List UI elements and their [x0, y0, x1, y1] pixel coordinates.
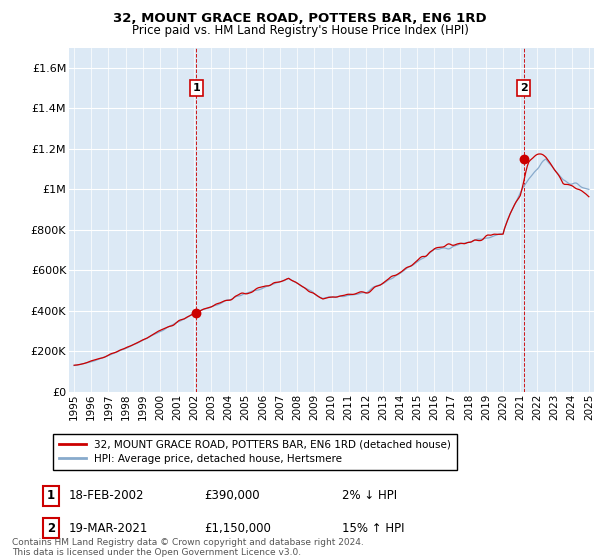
Legend: 32, MOUNT GRACE ROAD, POTTERS BAR, EN6 1RD (detached house), HPI: Average price,: 32, MOUNT GRACE ROAD, POTTERS BAR, EN6 1… — [53, 433, 457, 470]
Text: 1: 1 — [193, 83, 200, 93]
Point — [191, 309, 201, 318]
Text: 32, MOUNT GRACE ROAD, POTTERS BAR, EN6 1RD: 32, MOUNT GRACE ROAD, POTTERS BAR, EN6 1… — [113, 12, 487, 25]
Text: 18-FEB-2002: 18-FEB-2002 — [69, 489, 145, 502]
Text: 2: 2 — [47, 521, 55, 535]
Text: Price paid vs. HM Land Registry's House Price Index (HPI): Price paid vs. HM Land Registry's House … — [131, 24, 469, 36]
Point — [519, 155, 529, 164]
Text: 1: 1 — [47, 489, 55, 502]
Text: 2% ↓ HPI: 2% ↓ HPI — [342, 489, 397, 502]
Text: 19-MAR-2021: 19-MAR-2021 — [69, 521, 148, 535]
Text: Contains HM Land Registry data © Crown copyright and database right 2024.
This d: Contains HM Land Registry data © Crown c… — [12, 538, 364, 557]
Text: £1,150,000: £1,150,000 — [204, 521, 271, 535]
Text: £390,000: £390,000 — [204, 489, 260, 502]
Text: 15% ↑ HPI: 15% ↑ HPI — [342, 521, 404, 535]
Text: 2: 2 — [520, 83, 528, 93]
